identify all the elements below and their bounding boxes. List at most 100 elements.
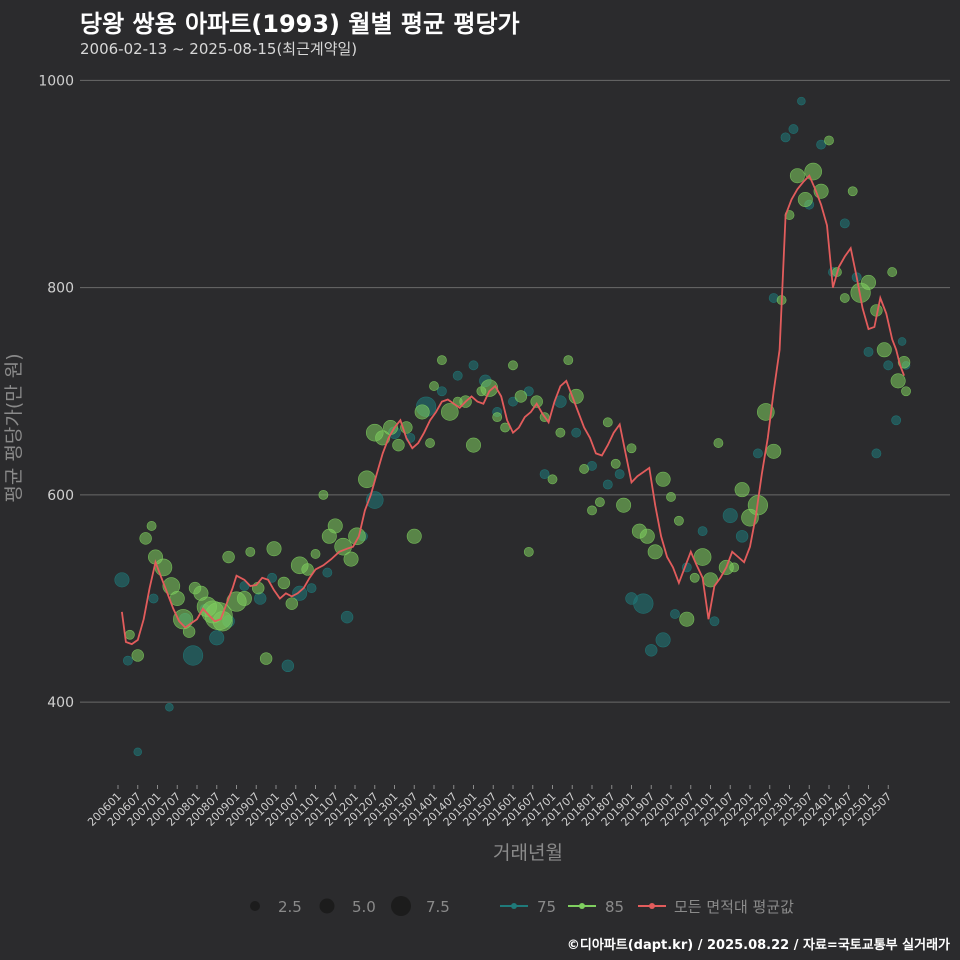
series-75-point [122,655,133,666]
series-85-point [285,597,298,610]
legend-size-label-medium: 5.0 [352,898,376,916]
series-85-point [847,186,858,197]
series-85-point [789,168,805,184]
series-85-point [523,546,534,557]
average-price-line [121,174,905,646]
y-tick-label: 1000 [38,73,74,89]
series-85-point [729,562,740,573]
series-75-point [670,609,680,619]
series-85-point [327,518,343,534]
series-85-point [266,541,282,557]
series-85-point [259,652,273,665]
series-75-point [571,427,582,438]
series-85-point [146,521,157,531]
series-85-point [131,649,144,662]
series-85-point [465,437,481,453]
series-75-point [788,124,799,134]
series-85-point [860,274,876,290]
series-75-point [539,469,550,480]
series-75-point [797,96,806,106]
series-85-point [568,388,584,404]
series-75-point [871,448,882,459]
legend-series-85-dot [579,903,585,909]
series-75-point [306,583,317,594]
series-85-point [425,438,435,448]
series-75-point [239,581,250,591]
series-85-point [429,381,439,391]
legend-size-dot-small [250,901,260,911]
series-85-point [563,355,574,366]
series-75-point [722,508,738,524]
y-axis-title: 평균 평당가(만 원) [3,353,25,502]
series-85-point [797,192,813,208]
series-75-point [897,337,907,346]
series-85-point [647,544,663,560]
series-85-point [375,430,391,446]
series-75-point [182,645,204,666]
series-85-point [436,355,447,366]
legend-series-85-label: 85 [605,898,624,916]
series-75-point [340,610,354,624]
series-85-point [514,390,528,403]
series-85-point [392,438,405,452]
series-85-point [602,417,613,428]
series-75-point [133,747,143,757]
series-75-point [209,630,225,646]
x-axis-title: 거래년월 [493,842,563,864]
series-85-point [555,427,566,438]
legend: 2.5 5.0 7.5 75 85 모든 면적대 평균값 [250,896,794,916]
series-75-point [753,448,763,459]
series-85-point [610,458,621,469]
legend-size-dot-medium [319,898,335,914]
series-85-point [318,489,329,500]
series-75-point [891,415,902,426]
series-85-point [547,474,558,485]
series-85-point [674,515,684,526]
series-75-point [655,632,671,648]
series-85-point [876,342,892,358]
series-85-point [901,386,911,397]
series-85-point [245,546,256,557]
series-85-point [212,611,233,632]
series-85-points [124,135,911,665]
series-85-point [530,395,543,408]
series-85-point [587,505,597,516]
series-75-point [281,659,295,673]
series-85-point [839,293,850,303]
series-85-point [666,492,676,502]
series-85-point [173,609,194,630]
series-75-point [452,370,463,381]
legend-size-label-small: 2.5 [278,898,302,916]
series-85-point [579,464,589,474]
legend-size-label-large: 7.5 [426,898,450,916]
y-tick-labels: 400 600 800 1000 [38,73,74,711]
chart-subtitle: 2006-02-13 ~ 2025-08-15(최근계약일) [80,40,358,58]
series-85-point [655,471,671,487]
series-75-point [735,530,749,543]
series-85-point [693,548,712,566]
series-85-point [480,379,499,397]
series-85-point [689,572,700,583]
series-75-point [468,360,479,371]
series-85-point [139,532,152,545]
chart-title: 당왕 쌍용 아파트(1993) 월별 평균 평당가 [80,10,520,38]
series-75-point [816,139,826,150]
series-75-point [148,593,159,604]
series-75-point [633,593,654,614]
series-75-point [863,346,874,357]
series-85-point [890,373,906,389]
series-85-point [236,590,252,606]
series-75-points [114,96,911,757]
series-85-point [301,563,314,576]
series-75-point [614,469,625,480]
series-75-point [292,585,308,601]
legend-series-75-dot [511,903,517,909]
series-85-point [508,360,518,371]
series-85-point [616,497,632,513]
series-85-point [626,443,637,454]
series-85-point [492,412,503,423]
series-75-point [267,572,277,583]
legend-average-dot [649,903,655,909]
series-85-point [440,403,459,421]
